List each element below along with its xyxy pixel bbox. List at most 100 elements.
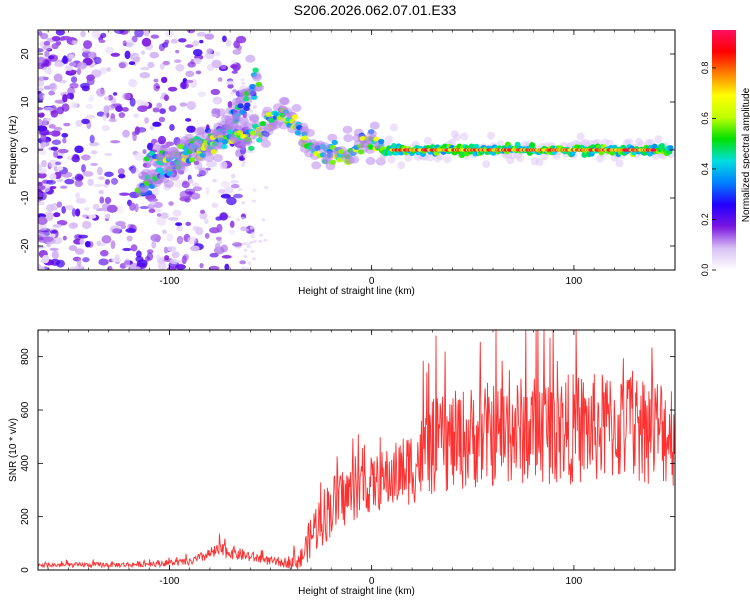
spectrogram-blob: [204, 218, 209, 225]
spectrogram-blob: [151, 240, 157, 249]
spectrogram-blob: [273, 111, 280, 117]
spectrogram-blob: [98, 176, 105, 181]
spectrogram-blob: [192, 40, 200, 47]
spectrogram-blob: [85, 103, 94, 110]
spectrogram-blob: [106, 105, 115, 111]
spectrogram-blob: [243, 255, 248, 259]
spectrogram-blob: [265, 111, 272, 117]
y-tick-label: 200: [20, 508, 31, 525]
y-tick-label: 600: [20, 401, 31, 418]
spectrogram-blob: [199, 263, 204, 269]
spectrogram-blob: [245, 267, 250, 270]
spectrogram-blob: [91, 30, 101, 39]
spectrogram-blob: [68, 222, 78, 229]
spectrogram-blob: [133, 113, 139, 118]
spectrogram-blob: [83, 40, 93, 49]
x-tick-label: 0: [369, 576, 375, 587]
x-tick-label: -100: [159, 576, 179, 587]
spectrogram-blob: [260, 139, 271, 148]
spectrogram-blob: [208, 265, 220, 270]
spectrogram-blob: [38, 185, 46, 190]
spectrogram-blob: [40, 141, 46, 150]
spectrogram-blob: [373, 136, 380, 142]
spectrogram-blob: [259, 233, 264, 237]
spectrogram-blob: [110, 177, 119, 185]
spectrogram-blob: [206, 160, 218, 168]
spectrogram-blob: [108, 118, 117, 123]
spectrogram-blob: [51, 139, 62, 145]
spectrogram-blob: [119, 192, 130, 196]
spectrogram-blob: [43, 117, 52, 122]
spectrogram-blob: [96, 166, 103, 176]
spectrogram-blob: [106, 67, 112, 72]
spectrogram-blob: [169, 124, 175, 131]
spectrogram-blob: [130, 165, 137, 174]
spectrogram-blob: [239, 109, 246, 115]
spectrogram-blob: [38, 48, 44, 53]
spectrogram-blob: [194, 127, 205, 136]
spectrogram-blob: [241, 201, 246, 205]
spectrogram-blob: [43, 236, 54, 242]
spectrogram-blob: [198, 167, 209, 176]
spectrogram-blob: [143, 162, 152, 169]
spectrogram-blob: [156, 216, 167, 226]
y-tick-label: 400: [20, 455, 31, 472]
colorbar-tick-label: 0.2: [700, 213, 710, 226]
spectrogram-blob: [170, 38, 178, 44]
spectrogram-blob: [238, 188, 243, 192]
spectrogram-blob: [156, 213, 162, 217]
spectrogram-blob: [112, 228, 121, 234]
spectrogram-blob: [516, 154, 525, 163]
spectrogram-blob: [38, 226, 48, 231]
spectrogram-blob: [253, 239, 258, 243]
spectrogram-blob: [53, 149, 59, 158]
spectrogram-blob: [221, 139, 229, 145]
spectrogram-blob: [118, 173, 126, 179]
spectrogram-blob: [81, 85, 90, 92]
spectrogram-blob: [188, 157, 196, 163]
spectrogram-blob: [38, 87, 45, 92]
spectrogram-blob: [140, 50, 146, 55]
spectrogram-blob: [240, 78, 245, 82]
spectrogram-blob: [200, 209, 206, 214]
spectrogram-blob: [233, 40, 240, 49]
spectrogram-blob: [226, 196, 237, 206]
spectrogram-blob: [239, 260, 246, 265]
spectrogram-blob: [38, 266, 45, 270]
spectrogram-blob: [220, 193, 231, 199]
spectrogram-blob: [136, 259, 148, 268]
y-tick-label: -10: [20, 190, 31, 205]
spectrogram-blob: [175, 49, 180, 54]
spectrogram-blob: [88, 214, 97, 219]
spectrogram-blob: [167, 86, 178, 92]
spectrogram-blob: [249, 113, 260, 122]
spectrogram-blob: [231, 70, 238, 74]
spectrogram-blob: [258, 239, 263, 243]
spectrogram-blob: [122, 247, 132, 252]
spectrogram-blob: [529, 142, 536, 149]
spectrogram-blob: [397, 161, 406, 170]
spectrogram-blob: [106, 204, 118, 213]
spectrogram-blob: [212, 179, 217, 183]
y-tick-label: 10: [20, 96, 31, 108]
spectrogram-blob: [251, 231, 256, 235]
spectrogram-blob: [140, 128, 146, 133]
spectrogram-blob: [160, 143, 171, 152]
spectrogram-blob: [117, 168, 125, 175]
snr-y-ticks: 0 200 400 600 800: [20, 348, 675, 573]
spectrogram-blob: [66, 92, 75, 100]
spectrogram-blob: [215, 108, 226, 117]
spectrogram-blob: [244, 228, 249, 232]
spectrogram-blob: [134, 152, 145, 161]
colorbar-tick-label: 0.0: [700, 264, 710, 277]
spectrogram-x-axis-label: Height of straight line (km): [298, 286, 415, 297]
spectrogram-blob: [48, 124, 56, 129]
colorbar-tick-label: 0.6: [700, 112, 710, 125]
spectrogram-blob: [176, 224, 183, 232]
spectrogram-blob: [152, 121, 162, 127]
spectrogram-blob: [38, 110, 43, 114]
spectrogram-blob: [158, 116, 166, 123]
spectrogram-blob: [230, 64, 238, 69]
spectrogram-blob: [107, 265, 113, 270]
snr-series-line: [38, 330, 675, 570]
